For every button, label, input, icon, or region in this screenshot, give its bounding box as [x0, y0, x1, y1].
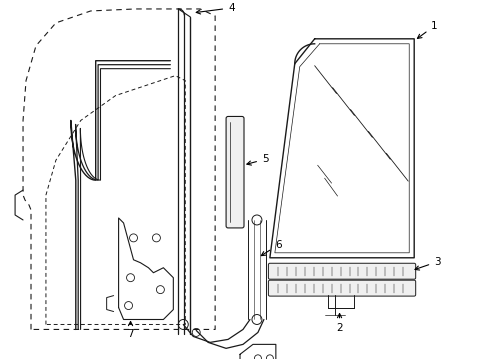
Text: 1: 1 [417, 21, 437, 39]
Text: 7: 7 [127, 321, 134, 339]
Text: 5: 5 [246, 154, 268, 165]
FancyBboxPatch shape [225, 116, 244, 228]
Text: 6: 6 [261, 240, 281, 256]
FancyBboxPatch shape [268, 263, 415, 279]
Text: 4: 4 [196, 3, 234, 14]
Text: 2: 2 [336, 314, 342, 333]
Text: 3: 3 [414, 257, 440, 270]
FancyBboxPatch shape [268, 280, 415, 296]
